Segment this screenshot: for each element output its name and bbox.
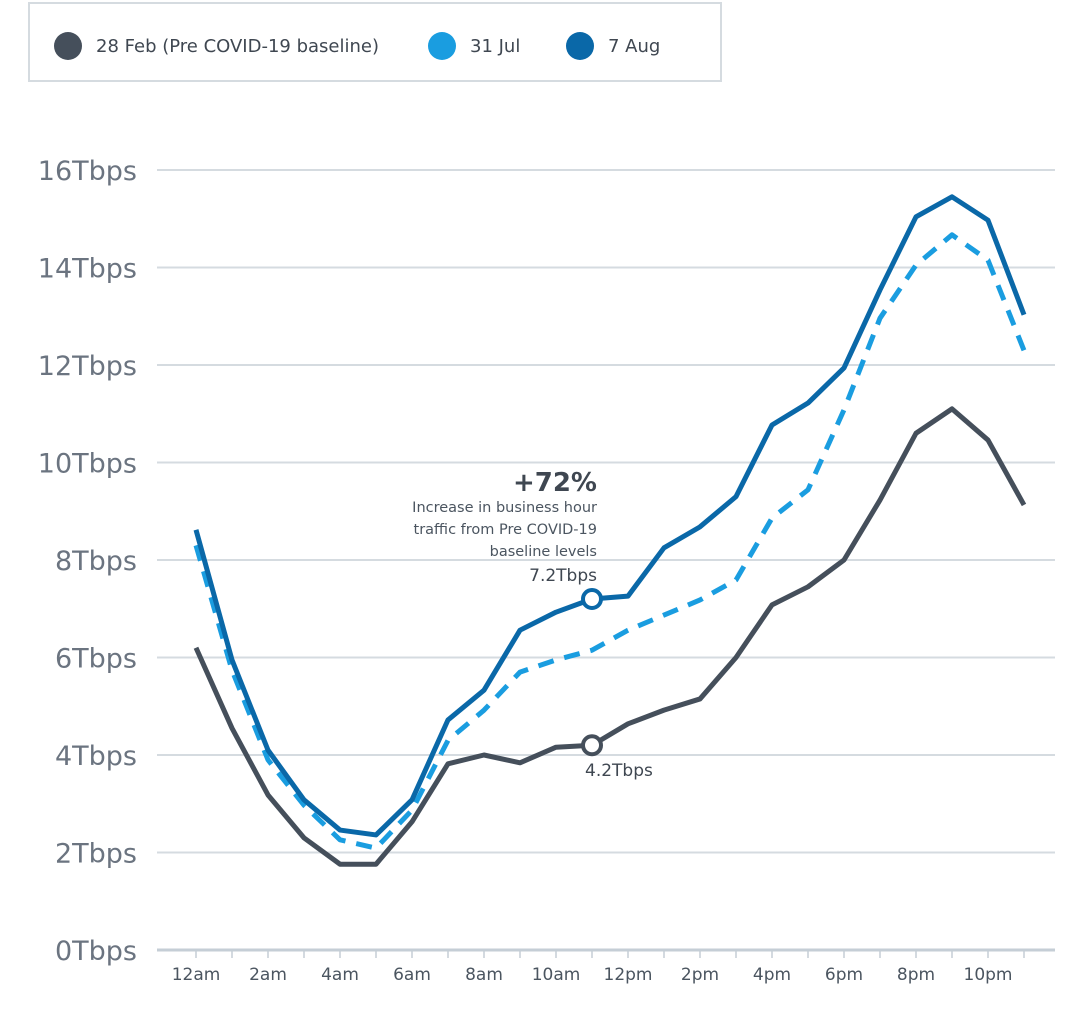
x-tick-label: 2pm	[681, 965, 719, 985]
x-tick-label: 2am	[249, 965, 287, 985]
legend-swatch	[428, 32, 456, 60]
x-tick-label: 4am	[321, 965, 359, 985]
legend-item-7-aug: 7 Aug	[566, 32, 660, 60]
y-tick-label: 10Tbps	[38, 449, 137, 480]
y-tick-label: 2Tbps	[55, 839, 137, 870]
legend-item-31-jul: 31 Jul	[428, 32, 520, 60]
y-tick-label: 4Tbps	[55, 741, 137, 772]
legend-label: 7 Aug	[608, 35, 661, 57]
annotation-text: traffic from Pre COVID-19	[414, 522, 597, 538]
x-tick-label: 10am	[532, 965, 581, 985]
x-tick-label: 10pm	[964, 965, 1013, 985]
series-line-2	[193, 194, 1027, 838]
annotation-marker-high	[581, 588, 603, 610]
x-tick-label: 12am	[172, 965, 221, 985]
legend-swatch	[54, 32, 82, 60]
legend-label: 31 Jul	[470, 35, 521, 57]
x-tick-label: 4pm	[753, 965, 791, 985]
legend: 28 Feb (Pre COVID-19 baseline) 31 Jul 7 …	[28, 2, 722, 82]
y-tick-label: 12Tbps	[38, 351, 137, 382]
series-line-1	[193, 232, 1027, 851]
series-line-0	[193, 406, 1027, 867]
annotation-text: Increase in business hour	[412, 500, 597, 516]
y-tick-label: 16Tbps	[38, 156, 137, 187]
legend-item-28-feb: 28 Feb (Pre COVID-19 baseline)	[54, 32, 379, 60]
x-tick-label: 6am	[393, 965, 431, 985]
annotation-low-label: 4.2Tbps	[585, 761, 653, 781]
y-tick-label: 14Tbps	[38, 254, 137, 285]
x-tick-label: 8pm	[897, 965, 935, 985]
annotation-headline: +72%	[513, 468, 597, 498]
y-tick-label: 8Tbps	[55, 546, 137, 577]
annotation-marker-low	[581, 734, 603, 757]
y-tick-label: 6Tbps	[55, 644, 137, 675]
annotation-high-label: 7.2Tbps	[529, 566, 597, 586]
x-tick-label: 12pm	[604, 965, 653, 985]
annotation-text: baseline levels	[490, 544, 597, 560]
x-tick-label: 8am	[465, 965, 503, 985]
legend-swatch	[566, 32, 594, 60]
y-tick-label: 0Tbps	[55, 936, 137, 967]
legend-label: 28 Feb (Pre COVID-19 baseline)	[96, 35, 380, 57]
x-tick-label: 6pm	[825, 965, 863, 985]
